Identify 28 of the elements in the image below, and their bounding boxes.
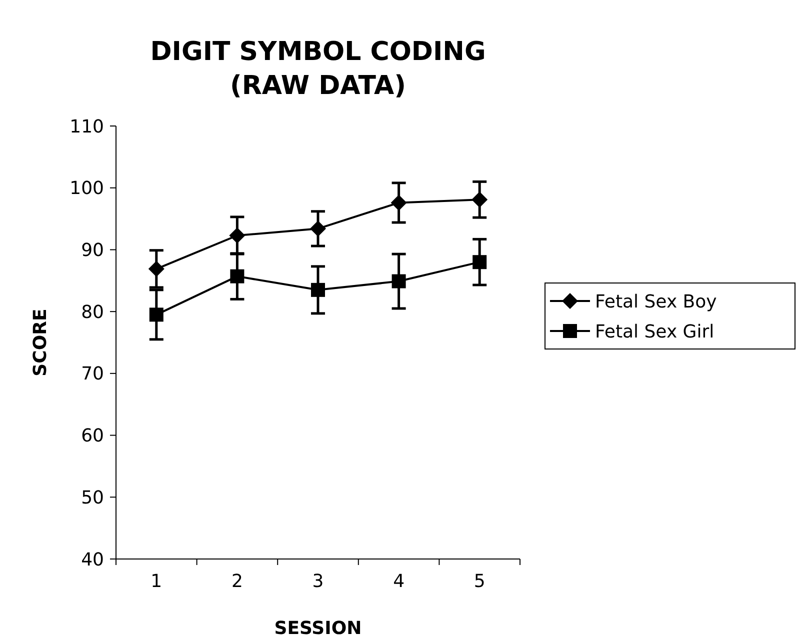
legend-label: Fetal Sex Boy: [595, 291, 718, 312]
y-axis-title: SCORE: [30, 308, 51, 376]
y-tick-label: 40: [81, 549, 104, 570]
y-tick-label: 90: [81, 240, 104, 262]
point: [472, 192, 488, 208]
point: [148, 260, 164, 277]
y-tick-label: 100: [70, 178, 104, 200]
y-tick-label: 50: [81, 487, 104, 508]
y-tick-label: 70: [81, 364, 104, 385]
x-axis-title: SESSION: [274, 618, 362, 636]
point: [392, 274, 406, 288]
x-tick-label: 2: [231, 571, 243, 592]
legend-label: Fetal Sex Girl: [595, 321, 714, 342]
point: [311, 282, 325, 297]
point: [149, 308, 164, 322]
y-tick-label: 110: [70, 116, 104, 138]
x-tick-label: 1: [150, 571, 162, 592]
point: [230, 269, 244, 284]
chart-title: DIGIT SYMBOL CODING (RAW DATA): [150, 37, 486, 101]
point: [390, 194, 407, 211]
point: [229, 227, 246, 244]
x-tick-label: 5: [474, 571, 486, 592]
x-tick-label: 4: [393, 571, 405, 592]
point: [472, 255, 487, 270]
y-tick-label: 80: [81, 302, 104, 323]
y-tick-label: 60: [81, 426, 104, 447]
point: [310, 220, 326, 237]
x-tick-label: 3: [312, 571, 324, 592]
